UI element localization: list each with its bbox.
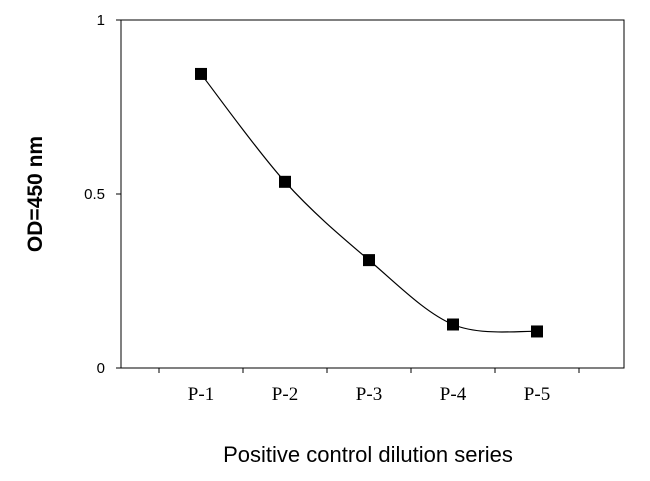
y-tick-label: 0.5: [84, 186, 105, 203]
data-points: [195, 67, 543, 338]
data-point: [195, 67, 207, 80]
y-tick-label: 1: [97, 12, 105, 29]
x-axis: P-1 P-2 P-3 P-4 P-5: [158, 368, 580, 405]
x-tick-label: P-4: [440, 384, 467, 405]
x-tick-label: P-1: [188, 384, 214, 405]
y-tick-label: 0: [97, 360, 105, 377]
data-point: [279, 175, 291, 188]
x-tick-label: P-5: [524, 384, 550, 405]
x-tick-label: P-2: [272, 384, 298, 405]
x-axis-label: Positive control dilution series: [223, 442, 513, 467]
y-axis: 00.51: [84, 12, 121, 377]
y-axis-label: OD=450 nm: [24, 136, 47, 252]
data-point: [447, 318, 459, 331]
data-point: [363, 254, 375, 267]
x-tick-label: P-3: [356, 384, 382, 405]
data-point: [531, 325, 543, 338]
